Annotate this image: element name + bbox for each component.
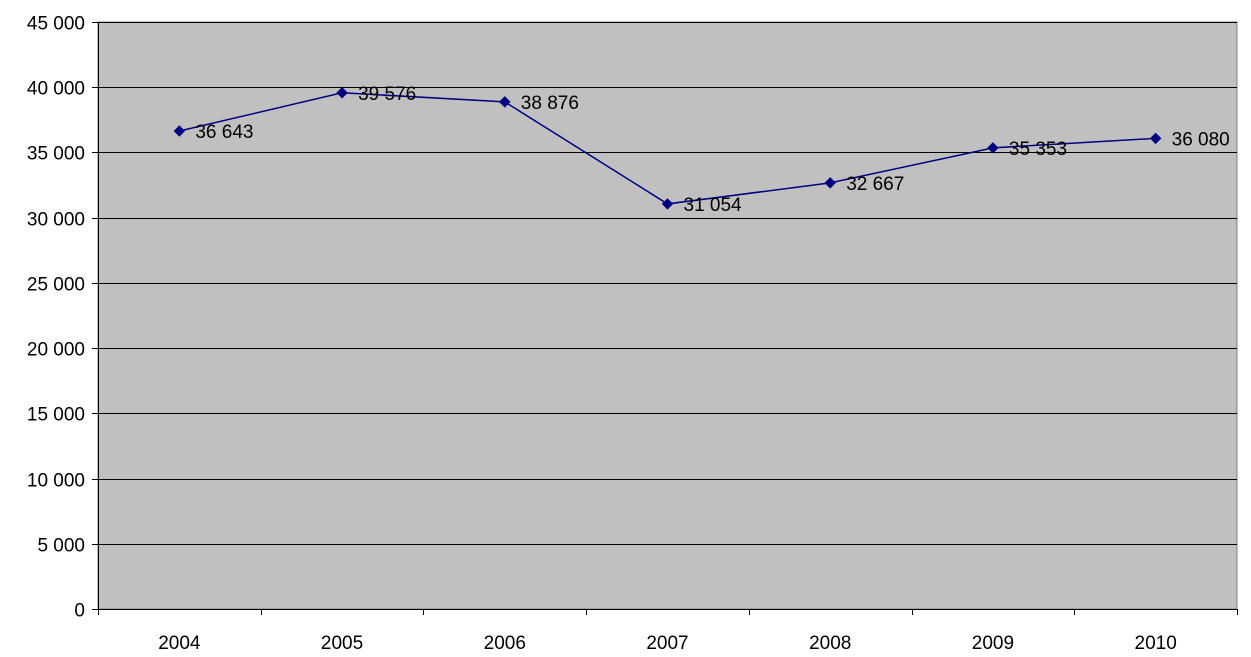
data-point-marker [1149,132,1162,145]
data-point-marker [987,142,999,154]
x-tick-label: 2008 [809,633,851,654]
y-tick-label: 35 000 [27,144,85,165]
data-label: 36 643 [195,122,253,143]
y-tick-label: 10 000 [27,471,85,492]
x-axis: 2004 2005 2006 2007 2008 2009 2010 [98,609,1238,654]
data-point-marker [824,177,836,189]
x-tick-label: 2005 [321,633,363,654]
y-tick-label: 30 000 [27,210,85,231]
y-tick-label: 40 000 [27,79,85,100]
x-tick-label: 2006 [484,633,526,654]
y-tick-label: 15 000 [27,405,85,426]
x-tick-label: 2004 [158,633,201,654]
data-point-marker [661,198,674,210]
data-label: 35 353 [1009,139,1067,160]
y-tick-label: 25 000 [27,275,85,296]
data-point-marker [336,87,348,99]
data-point-marker [173,125,186,137]
data-label: 39 576 [358,84,416,105]
y-axis: 0 5 000 10 000 15 000 20 000 25 000 30 000 35 0… [27,14,99,622]
x-tick-label: 2009 [972,633,1014,654]
data-label: 32 667 [846,174,904,195]
data-label: 31 054 [684,195,743,216]
gridlines [98,22,1237,545]
y-tick-label: 5 000 [37,536,85,557]
data-label: 36 080 [1172,129,1230,150]
data-label: 38 876 [521,93,579,114]
series [173,87,1162,210]
y-tick-label: 20 000 [27,340,85,361]
data-labels: 36 643 39 576 38 876 31 054 32 667 35 353 36 0… [195,84,1229,216]
y-tick-label: 0 [74,601,85,622]
x-tick-label: 2010 [1135,633,1177,654]
data-point-marker [499,96,511,108]
x-tick-label: 2007 [646,633,688,654]
plot-area [97,21,1238,610]
y-tick-label: 45 000 [27,14,85,35]
